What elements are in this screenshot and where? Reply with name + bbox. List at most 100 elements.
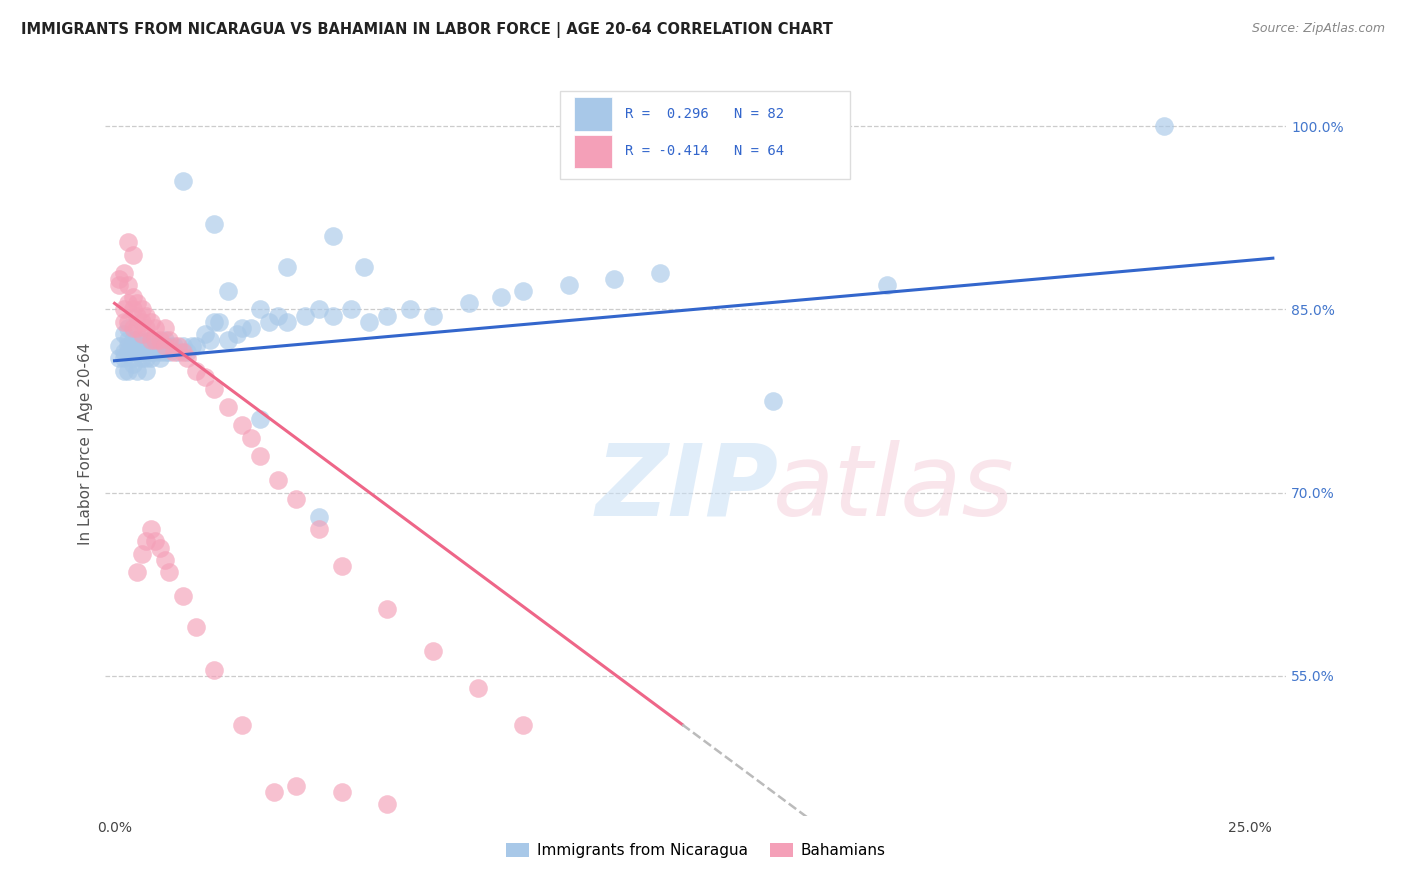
Point	[117, 315, 139, 329]
Point	[322, 309, 344, 323]
Point	[131, 547, 153, 561]
Point	[121, 320, 143, 334]
Point	[121, 290, 143, 304]
Point	[127, 345, 149, 359]
Point	[145, 345, 167, 359]
Point	[153, 333, 176, 347]
Point	[108, 339, 131, 353]
Point	[121, 339, 143, 353]
Point	[226, 326, 249, 341]
Point	[330, 558, 353, 573]
Point	[217, 333, 239, 347]
Point	[457, 296, 479, 310]
Point	[157, 333, 180, 347]
Point	[204, 382, 226, 396]
Point	[117, 278, 139, 293]
Point	[145, 339, 167, 353]
Point	[194, 326, 217, 341]
Point	[512, 284, 534, 298]
Point	[267, 309, 290, 323]
Point	[127, 320, 149, 334]
Point	[121, 247, 143, 261]
Point	[194, 369, 217, 384]
Point	[267, 474, 290, 488]
Point	[204, 217, 226, 231]
Point	[108, 278, 131, 293]
Point	[648, 266, 671, 280]
Point	[186, 339, 208, 353]
Point	[180, 339, 202, 353]
Point	[108, 351, 131, 366]
Point	[117, 320, 139, 334]
Point	[112, 363, 135, 377]
Point	[308, 510, 330, 524]
Point	[285, 779, 308, 793]
Point	[145, 534, 167, 549]
Point	[127, 333, 149, 347]
Point	[121, 302, 143, 317]
Point	[135, 309, 157, 323]
Point	[112, 345, 135, 359]
Point	[172, 339, 194, 353]
Point	[127, 363, 149, 377]
Point	[157, 339, 180, 353]
Point	[876, 278, 898, 293]
Point	[131, 333, 153, 347]
Point	[257, 315, 280, 329]
Point	[285, 491, 308, 506]
Point	[276, 260, 298, 274]
Point	[149, 339, 172, 353]
Point	[149, 345, 172, 359]
Point	[121, 351, 143, 366]
Point	[121, 333, 143, 347]
Point	[131, 351, 153, 366]
Point	[204, 663, 226, 677]
Point	[186, 363, 208, 377]
Point	[131, 339, 153, 353]
Point	[162, 345, 184, 359]
Point	[172, 345, 194, 359]
Point	[357, 315, 380, 329]
Text: Source: ZipAtlas.com: Source: ZipAtlas.com	[1251, 22, 1385, 36]
Point	[231, 320, 253, 334]
Point	[149, 541, 172, 555]
Point	[139, 345, 162, 359]
Point	[353, 260, 375, 274]
Point	[135, 320, 157, 334]
FancyBboxPatch shape	[574, 97, 612, 131]
Point	[467, 681, 489, 695]
Point	[231, 717, 253, 731]
Point	[153, 553, 176, 567]
Point	[117, 345, 139, 359]
Point	[112, 302, 135, 317]
Point	[157, 565, 180, 579]
Point	[131, 315, 153, 329]
Point	[153, 345, 176, 359]
Point	[149, 333, 172, 347]
Y-axis label: In Labor Force | Age 20-64: In Labor Force | Age 20-64	[79, 343, 94, 545]
Point	[131, 302, 153, 317]
Point	[398, 302, 420, 317]
Point	[176, 351, 198, 366]
Point	[139, 315, 162, 329]
Point	[117, 339, 139, 353]
Point	[127, 565, 149, 579]
Point	[322, 229, 344, 244]
Point	[127, 296, 149, 310]
Point	[1153, 120, 1175, 134]
Point	[117, 296, 139, 310]
Point	[603, 272, 626, 286]
Point	[108, 272, 131, 286]
Point	[375, 797, 398, 811]
Point	[339, 302, 361, 317]
Point	[422, 309, 444, 323]
Point	[239, 320, 262, 334]
Point	[176, 345, 198, 359]
Point	[186, 620, 208, 634]
Point	[167, 345, 190, 359]
Point	[139, 333, 162, 347]
Point	[139, 351, 162, 366]
Point	[117, 333, 139, 347]
Point	[375, 601, 398, 615]
Point	[112, 266, 135, 280]
